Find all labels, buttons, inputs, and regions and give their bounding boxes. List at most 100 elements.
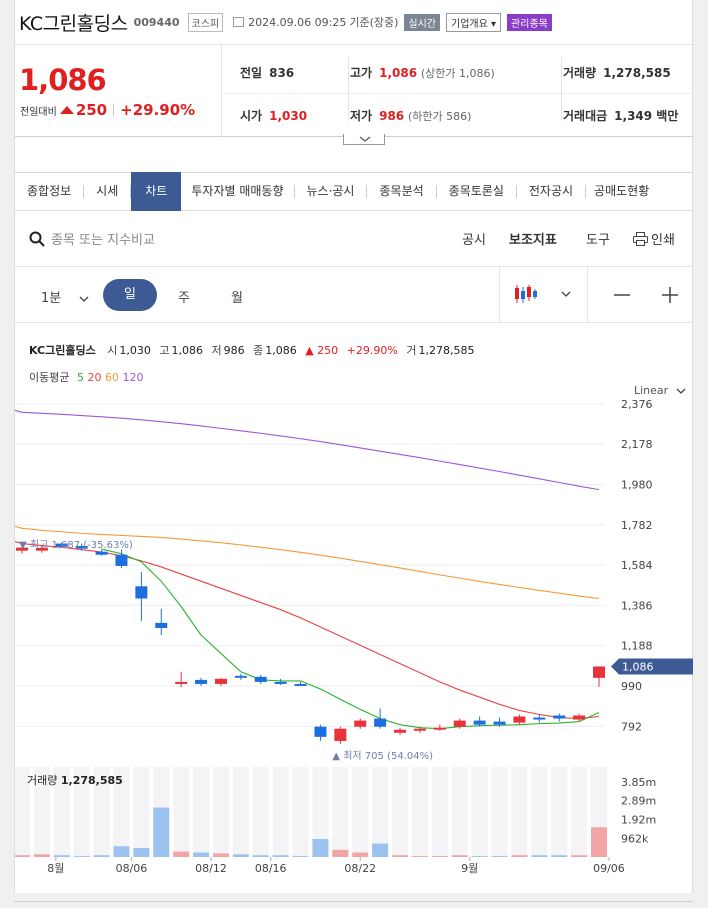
candle-body <box>513 716 526 723</box>
candle-body <box>533 717 546 720</box>
stock-name: KC그린홀딩스 <box>19 12 128 35</box>
zoom-in-icon[interactable] <box>662 287 678 303</box>
month-period-button[interactable]: 월 <box>231 291 243 306</box>
candle-body <box>354 720 367 727</box>
ma20-label: 20 <box>87 371 102 384</box>
tab-analysis[interactable]: 종목분석 <box>379 184 424 198</box>
volume-bar <box>93 855 110 857</box>
volume-column-bg <box>193 767 210 857</box>
indicators-button[interactable]: 보조지표 <box>509 233 557 248</box>
candle-body <box>493 721 506 725</box>
tab-news[interactable]: 뉴스·공시 <box>306 184 355 198</box>
print-button[interactable]: 인쇄 <box>633 229 675 248</box>
candle-body <box>175 681 188 684</box>
price-tick-label: 1,188 <box>621 640 653 653</box>
volume-tick-label: 3.85m <box>621 776 656 789</box>
volume-bar <box>53 855 70 857</box>
volume-bar <box>272 855 289 857</box>
candle-body <box>433 727 446 730</box>
x-axis-label: 9월 <box>461 862 478 875</box>
volume-column-bg <box>491 767 508 857</box>
week-period-button[interactable]: 주 <box>178 291 190 306</box>
volume-bar <box>332 849 349 857</box>
volume-bar <box>392 855 409 857</box>
volume-bar <box>551 855 568 857</box>
volume-bar <box>193 852 210 857</box>
candle-body <box>593 666 605 678</box>
candle-body <box>413 728 426 731</box>
minute-period-select[interactable]: 1분 <box>41 287 89 306</box>
price-tick-label: 1,980 <box>621 479 653 492</box>
market-tag: 코스피 <box>187 12 224 32</box>
volume-bar <box>471 856 488 857</box>
price-tick-label: 1,386 <box>621 599 653 612</box>
volume-column-bg <box>232 767 249 857</box>
volume-tick-label: 1.92m <box>621 814 656 827</box>
collapse-toggle[interactable] <box>343 134 385 145</box>
volume-column-bg <box>451 767 468 857</box>
chevron-down-icon[interactable] <box>561 291 571 297</box>
day-period-button[interactable]: 일 <box>103 279 157 311</box>
volume-bar <box>531 855 548 857</box>
tab-summary[interactable]: 종합정보 <box>27 184 72 198</box>
volume-column-bg <box>93 767 110 857</box>
volume-column-bg <box>531 767 548 857</box>
disclosure-button[interactable]: 공시 <box>462 233 486 248</box>
candle-body <box>115 554 128 566</box>
stock-panel: KC그린홀딩스 009440 코스피 2024.09.06 09:25 기준(장… <box>14 0 693 893</box>
candle-body <box>234 675 247 678</box>
volume-bar <box>173 851 190 857</box>
volume-bar <box>312 839 329 857</box>
compare-search[interactable]: 종목 또는 지수비교 <box>29 229 155 248</box>
price-tick-label: 792 <box>621 720 642 733</box>
realtime-badge[interactable]: 실시간 <box>404 13 441 31</box>
chevron-down-icon: ▾ <box>491 18 497 30</box>
volume-bar <box>511 855 528 857</box>
price-tick-label: 1,584 <box>621 559 653 572</box>
company-overview-button[interactable]: 기업개요 ▾ <box>446 12 502 32</box>
search-input[interactable]: 종목 또는 지수비교 <box>51 233 155 248</box>
candle-body <box>135 586 148 599</box>
x-axis-label: 09/06 <box>593 862 625 875</box>
price-chart[interactable]: 792 990 1,188 1,386 1,584 1,782 1,980 2,178 2,37… <box>15 395 694 885</box>
volume-column-bg <box>53 767 70 857</box>
tools-button[interactable]: 도구 <box>586 233 610 248</box>
volume-column-bg <box>392 767 409 857</box>
prev-close: 전일 836 <box>240 66 295 80</box>
candle-body <box>314 726 327 737</box>
tab-investor-trading[interactable]: 투자자별 매매동향 <box>191 184 284 198</box>
zoom-out-icon[interactable] <box>614 287 630 303</box>
tab-disclosure[interactable]: 전자공시 <box>528 184 574 198</box>
volume-bar <box>153 807 170 857</box>
high-price: 고가 1,086 (상한가 1,086) <box>350 66 495 80</box>
volume-column-bg <box>173 767 190 857</box>
candlestick-chart-icon[interactable] <box>514 283 540 305</box>
volume-bar <box>133 848 150 857</box>
volume-column-bg <box>15 767 30 857</box>
open-price: 시가 1,030 <box>240 109 308 123</box>
volume-column-bg <box>212 767 229 857</box>
moving-average-legend[interactable]: 이동평균 5 20 60 120 <box>29 371 144 384</box>
volume-bar <box>411 856 428 857</box>
volume-column-bg <box>33 767 50 857</box>
tab-short-selling[interactable]: 공매도현황 <box>594 184 650 198</box>
managed-stock-badge: 관리종목 <box>507 13 552 31</box>
tab-quotes[interactable]: 시세 <box>96 184 119 198</box>
volume-bar <box>252 855 269 857</box>
period-toolbar: 1분 일 주 월 <box>15 267 692 323</box>
volume-bar <box>73 856 90 857</box>
scale-mode-select[interactable]: Linear <box>634 384 686 397</box>
ma120-line <box>15 409 600 491</box>
volume-column-bg <box>292 767 309 857</box>
volume-bar <box>372 843 389 857</box>
chevron-down-icon <box>79 296 89 302</box>
volume-column-bg <box>312 767 329 857</box>
candle-body <box>294 683 307 686</box>
candle-body <box>155 622 168 628</box>
tab-chart[interactable]: 차트 <box>131 172 182 211</box>
tab-discussion[interactable]: 종목토론실 <box>448 184 504 198</box>
quote-datetime: 2024.09.06 09:25 <box>248 15 347 29</box>
tab-bar: 종합정보 시세 차트 투자자별 매매동향 뉴스·공시 종목분석 종목토론실 전자… <box>15 172 692 211</box>
ma60-label: 60 <box>104 371 119 384</box>
candle-body <box>35 548 48 551</box>
